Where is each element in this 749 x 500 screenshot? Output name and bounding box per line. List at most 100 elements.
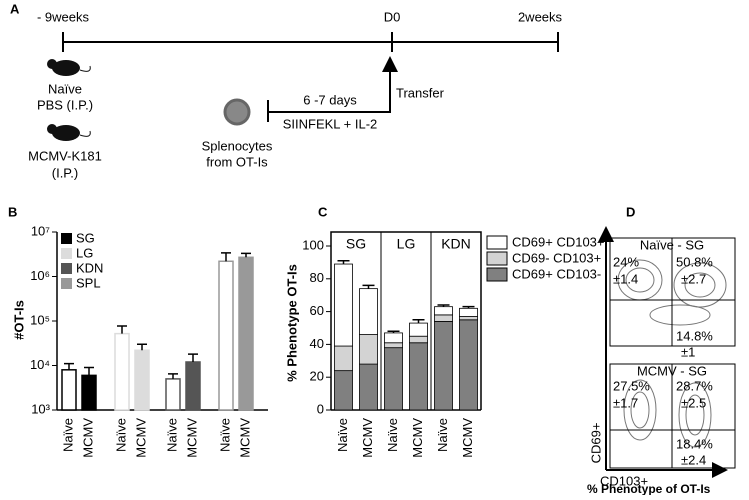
transfer-label: Transfer bbox=[396, 85, 445, 100]
quadrant-error: ±2.7 bbox=[681, 271, 706, 286]
bar-segment bbox=[434, 314, 453, 322]
quadrant-error: ±1 bbox=[681, 344, 695, 359]
y-tick-label: 10⁴ bbox=[30, 357, 50, 372]
plot-frame bbox=[330, 231, 482, 410]
error-bar bbox=[188, 353, 198, 362]
quadrant-error: ±2.5 bbox=[681, 395, 706, 410]
bar-segment bbox=[409, 335, 428, 344]
legend-swatch bbox=[61, 233, 72, 244]
y-tick-label: 40 bbox=[310, 336, 324, 351]
error-bar bbox=[387, 330, 400, 333]
legend-label: LG bbox=[76, 245, 93, 260]
error-bar bbox=[168, 373, 178, 379]
panel-label: D bbox=[626, 204, 635, 219]
bar-segment bbox=[459, 316, 478, 321]
bar-segment bbox=[334, 370, 353, 411]
legend-label: SG bbox=[76, 230, 95, 245]
y-tick-label: 100 bbox=[302, 237, 324, 252]
quadrant-value: 50.8% bbox=[676, 254, 713, 269]
group-label: MCMV-K181 bbox=[28, 148, 102, 163]
y-tick-label: 10⁵ bbox=[30, 312, 50, 327]
panel-label: C bbox=[318, 204, 328, 219]
cell-icon bbox=[223, 98, 251, 126]
timeline-label: - 9weeks bbox=[37, 9, 90, 24]
legend-swatch bbox=[486, 251, 508, 266]
group-label: Naïve bbox=[48, 81, 82, 96]
quadrant-error: ±1.7 bbox=[613, 395, 638, 410]
error-bar bbox=[412, 319, 425, 324]
panel-label: B bbox=[8, 204, 17, 219]
group-label: PBS (I.P.) bbox=[37, 97, 93, 112]
bar bbox=[165, 378, 181, 411]
legend-label: SPL bbox=[76, 275, 101, 290]
error-bar bbox=[64, 362, 74, 370]
transfer-arrow bbox=[268, 56, 398, 113]
quadrant-value: 18.4% bbox=[676, 436, 713, 451]
x-tick-label: Naïve bbox=[335, 418, 350, 452]
group-label: KDN bbox=[441, 236, 471, 252]
quadrant-value: 27.5% bbox=[613, 378, 650, 393]
bar bbox=[238, 256, 254, 411]
error-bar bbox=[137, 343, 147, 351]
x-tick-label: MCMV bbox=[360, 418, 375, 458]
y-tick-label: 80 bbox=[310, 270, 324, 285]
x-tick-label: MCMV bbox=[184, 418, 199, 458]
bar-segment bbox=[384, 332, 403, 344]
group-label: SG bbox=[346, 236, 366, 252]
mouse-icon bbox=[47, 59, 91, 141]
bar bbox=[114, 332, 130, 411]
x-tick-label: MCMV bbox=[237, 418, 252, 458]
bar-segment bbox=[434, 321, 453, 411]
plot-title: Naïve - SG bbox=[640, 237, 704, 252]
legend-label: CD69+ CD103- bbox=[512, 266, 601, 281]
x-tick-label: Naïve bbox=[60, 418, 75, 452]
bar bbox=[218, 260, 234, 411]
cell-label: Splenocytes bbox=[202, 138, 273, 153]
bar-segment bbox=[384, 347, 403, 411]
legend-swatch bbox=[486, 235, 508, 250]
bar-segment bbox=[459, 319, 478, 411]
legend-swatch bbox=[486, 267, 508, 282]
bar-segment bbox=[334, 345, 353, 372]
y-tick-label: 10⁷ bbox=[31, 223, 50, 238]
legend-label: CD69- CD103+ bbox=[512, 250, 601, 265]
bar bbox=[81, 374, 97, 411]
bar-segment bbox=[359, 363, 378, 411]
y-tick-label: 10³ bbox=[31, 401, 50, 416]
legend-label: KDN bbox=[76, 260, 103, 275]
x-tick-label: Naïve bbox=[435, 418, 450, 452]
bar bbox=[134, 349, 150, 411]
timeline-label: 2weeks bbox=[518, 9, 563, 24]
legend-swatch bbox=[61, 278, 72, 289]
error-bar bbox=[117, 325, 127, 334]
x-tick-label: Naïve bbox=[113, 418, 128, 452]
bar-segment bbox=[359, 334, 378, 365]
error-bar bbox=[462, 305, 475, 309]
error-bar bbox=[437, 304, 450, 307]
error-bar bbox=[337, 260, 350, 265]
panel-d: D Naïve - SG 24% ±1.4 50.8% ±2.7 14.8% ±… bbox=[587, 204, 736, 496]
panel-label: A bbox=[10, 1, 20, 16]
x-axis-label: CD103+ bbox=[600, 473, 648, 488]
y-tick-label: 60 bbox=[310, 303, 324, 318]
quadrant-value: 14.8% bbox=[676, 328, 713, 343]
error-bar bbox=[241, 252, 251, 258]
bar-segment bbox=[459, 307, 478, 317]
bar-segment bbox=[409, 322, 428, 337]
error-bar bbox=[84, 366, 94, 376]
x-tick-label: MCMV bbox=[460, 418, 475, 458]
group-label: LG bbox=[397, 236, 416, 252]
x-tick-label: Naïve bbox=[385, 418, 400, 452]
bar-segment bbox=[334, 263, 353, 347]
y-tick-label: 20 bbox=[310, 369, 324, 384]
bar bbox=[61, 369, 77, 411]
bar bbox=[185, 361, 201, 411]
stimulus-label: SIINFEKL + IL-2 bbox=[283, 116, 378, 131]
y-tick-label: 10⁶ bbox=[30, 268, 50, 283]
contour-decor bbox=[617, 259, 727, 448]
error-bar bbox=[362, 284, 375, 289]
group-label: (I.P.) bbox=[52, 165, 79, 180]
bar-segment bbox=[409, 342, 428, 411]
timeline-label: D0 bbox=[384, 9, 401, 24]
error-bar bbox=[221, 252, 231, 262]
